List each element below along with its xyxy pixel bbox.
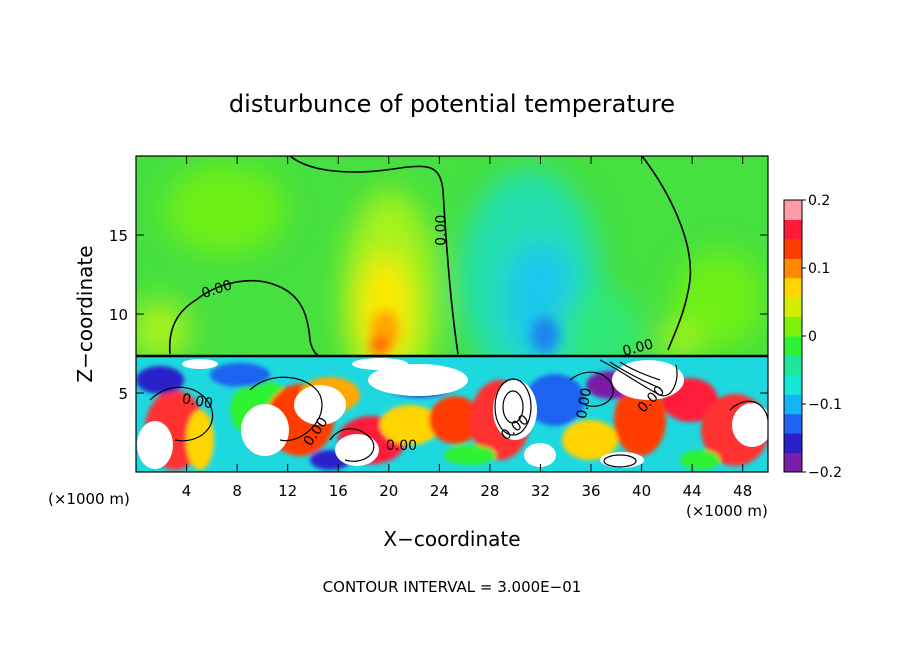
y-tick-label: 15 bbox=[109, 227, 128, 245]
x-tick-label: 32 bbox=[531, 482, 550, 500]
chart-title: disturbunce of potential temperature bbox=[229, 90, 675, 118]
x-tick-label: 24 bbox=[430, 482, 449, 500]
x-tick-label: 36 bbox=[581, 482, 600, 500]
colorbar: 0.2 0.1 0 −0.1 −0.2 bbox=[783, 193, 842, 481]
colorbar-swatch bbox=[784, 258, 802, 279]
x-tick-label: 44 bbox=[683, 482, 702, 500]
field-plot bbox=[136, 156, 768, 472]
x-axis-ticks: 4 8 12 16 20 24 28 32 36 40 44 48 bbox=[182, 156, 752, 500]
colorbar-swatch bbox=[784, 374, 802, 395]
colorbar-tick-label: 0.1 bbox=[808, 261, 830, 277]
contour-label: 0.00 bbox=[574, 387, 595, 420]
y-axis-ticks: 5 10 15 bbox=[109, 227, 768, 403]
colorbar-swatch bbox=[784, 452, 802, 473]
x-tick-label: 4 bbox=[182, 482, 192, 500]
x-tick-label: 16 bbox=[329, 482, 348, 500]
colorbar-tick-label: −0.1 bbox=[808, 397, 842, 413]
contour-label: 0.00 bbox=[621, 336, 655, 360]
x-tick-label: 48 bbox=[733, 482, 752, 500]
colorbar-swatch bbox=[784, 316, 802, 337]
colorbar-swatch bbox=[784, 413, 802, 434]
colorbar-swatch bbox=[784, 297, 802, 318]
colorbar-swatch bbox=[784, 355, 802, 376]
colorbar-swatch bbox=[784, 219, 802, 240]
colorbar-tick-label: 0 bbox=[808, 329, 817, 345]
contour-label: 0.00 bbox=[434, 215, 450, 246]
contour-label: 0.00 bbox=[181, 391, 214, 412]
colorbar-swatch bbox=[784, 277, 802, 298]
y-tick-label: 10 bbox=[109, 306, 128, 324]
y-tick-label: 5 bbox=[118, 385, 128, 403]
x-axis-label: X−coordinate bbox=[383, 527, 520, 551]
colorbar-swatch bbox=[784, 238, 802, 259]
colorbar-tick-label: −0.2 bbox=[808, 465, 842, 481]
x-unit-left: (×1000 m) bbox=[48, 490, 130, 508]
x-tick-label: 12 bbox=[278, 482, 297, 500]
x-tick-label: 8 bbox=[232, 482, 242, 500]
colorbar-swatch bbox=[784, 394, 802, 415]
colorbar-swatch bbox=[784, 336, 802, 356]
contour-interval-note: CONTOUR INTERVAL = 3.000E−01 bbox=[323, 578, 582, 596]
x-tick-label: 20 bbox=[379, 482, 398, 500]
y-axis-label: Z−coordinate bbox=[73, 245, 97, 382]
x-tick-label: 28 bbox=[480, 482, 499, 500]
x-tick-label: 40 bbox=[632, 482, 651, 500]
colorbar-swatch bbox=[784, 200, 802, 220]
x-unit-right: (×1000 m) bbox=[686, 502, 768, 520]
contour-label: 0.00 bbox=[386, 438, 417, 454]
colorbar-swatch bbox=[784, 433, 802, 454]
colorbar-tick-label: 0.2 bbox=[808, 193, 830, 209]
